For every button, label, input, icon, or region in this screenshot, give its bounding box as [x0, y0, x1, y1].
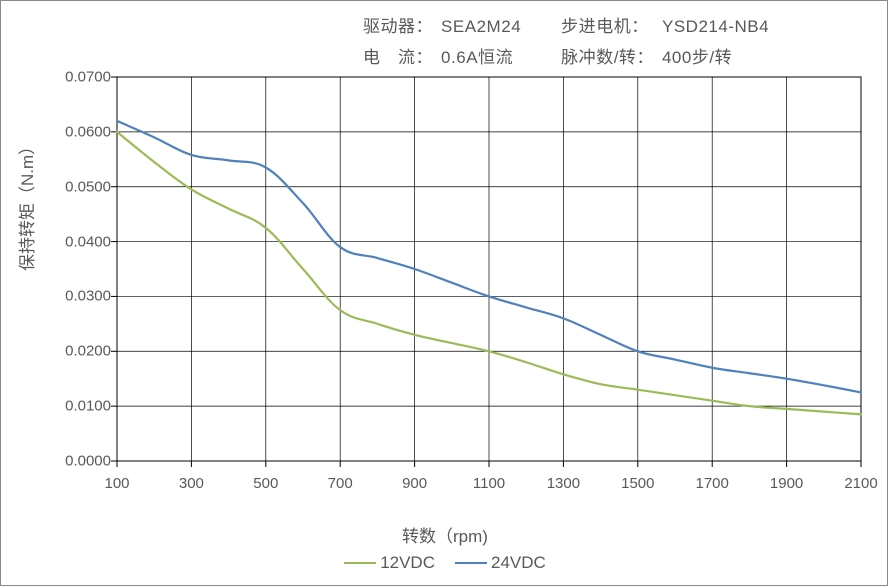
spec-header: 驱动器： SEA2M24 步进电机： YSD214-NB4 电 流： 0.6A恒… — [361, 11, 777, 75]
spec-value: YSD214-NB4 — [662, 13, 775, 42]
spec-table: 驱动器： SEA2M24 步进电机： YSD214-NB4 电 流： 0.6A恒… — [361, 11, 777, 75]
x-tick: 500 — [253, 475, 278, 492]
x-tick: 1300 — [547, 475, 580, 492]
legend-label: 12VDC — [380, 553, 435, 573]
spec-value: 400步/转 — [662, 44, 775, 73]
chart-area: 保持转矩（N.m） 0.00000.01000.02000.03000.0400… — [19, 71, 871, 571]
x-axis-label: 转数（rpm) — [19, 522, 871, 547]
legend-item: 24VDC — [455, 553, 546, 573]
spec-label: 电 流： — [363, 44, 439, 73]
x-tick: 100 — [104, 475, 129, 492]
x-tick: 1500 — [621, 475, 654, 492]
x-tick: 1900 — [770, 475, 803, 492]
x-tick-labels: 100300500700900110013001500170019002100 — [75, 475, 871, 499]
legend-item: 12VDC — [344, 553, 435, 573]
legend-swatch — [455, 562, 487, 564]
legend-label: 24VDC — [491, 553, 546, 573]
spec-label: 驱动器： — [363, 13, 439, 42]
x-tick: 700 — [328, 475, 353, 492]
spec-value: 0.6A恒流 — [441, 44, 559, 73]
x-tick: 1100 — [473, 475, 505, 492]
spec-label: 步进电机： — [561, 13, 660, 42]
legend-swatch — [344, 562, 376, 564]
x-tick: 1700 — [696, 475, 729, 492]
x-tick: 300 — [179, 475, 204, 492]
line-chart — [75, 71, 871, 491]
spec-label: 脉冲数/转： — [561, 44, 660, 73]
y-axis-label: 保持转矩（N.m） — [13, 138, 38, 271]
x-tick: 2100 — [844, 475, 877, 492]
spec-value: SEA2M24 — [441, 13, 559, 42]
legend: 12VDC 24VDC — [19, 549, 871, 573]
x-tick: 900 — [402, 475, 427, 492]
